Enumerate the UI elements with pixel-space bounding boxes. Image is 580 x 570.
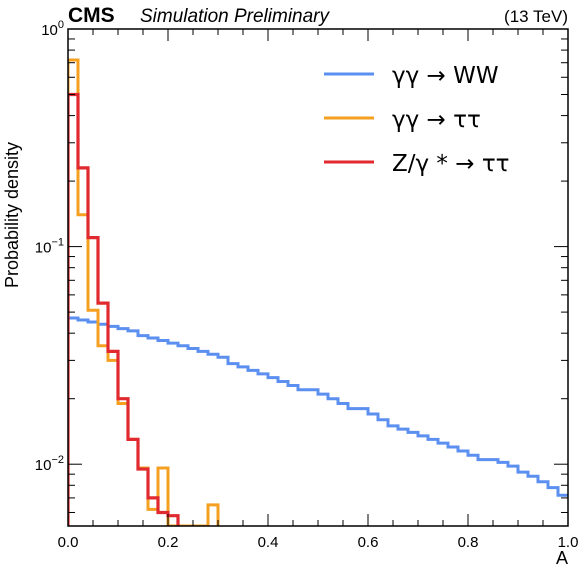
x-axis-title: A: [556, 548, 568, 568]
legend-label-3: Z/γ * → ττ: [392, 151, 510, 177]
y-tick-label: 100: [41, 19, 64, 39]
x-axis: 0.0 0.2 0.4 0.6 0.8 1.0: [58, 29, 579, 551]
series-line-1: [68, 316, 568, 526]
series-layer: [68, 58, 568, 526]
legend: γγ → WW γγ → ττ Z/γ * → ττ: [324, 63, 510, 177]
series-line-2: [68, 58, 220, 526]
experiment-label: CMS: [68, 4, 115, 27]
legend-label-1: γγ → WW: [392, 63, 499, 89]
y-axis: 100 10−1 10−2: [35, 19, 568, 513]
energy-label: (13 TeV): [504, 7, 568, 26]
x-tick-label: 0.8: [458, 534, 479, 551]
x-tick-label: 0.0: [58, 534, 79, 551]
plot-frame: [67, 28, 569, 527]
series-line-3: [68, 92, 180, 526]
x-tick-label: 0.4: [258, 534, 279, 551]
x-tick-label: 0.6: [358, 534, 379, 551]
legend-label-2: γγ → ττ: [392, 107, 481, 133]
y-tick-label: 10−1: [35, 237, 64, 257]
x-tick-label: 1.0: [558, 534, 579, 551]
y-axis-title: Probability density: [2, 142, 22, 288]
status-label: Simulation Preliminary: [140, 6, 331, 27]
x-tick-label: 0.2: [158, 534, 179, 551]
y-tick-label: 10−2: [35, 454, 64, 474]
